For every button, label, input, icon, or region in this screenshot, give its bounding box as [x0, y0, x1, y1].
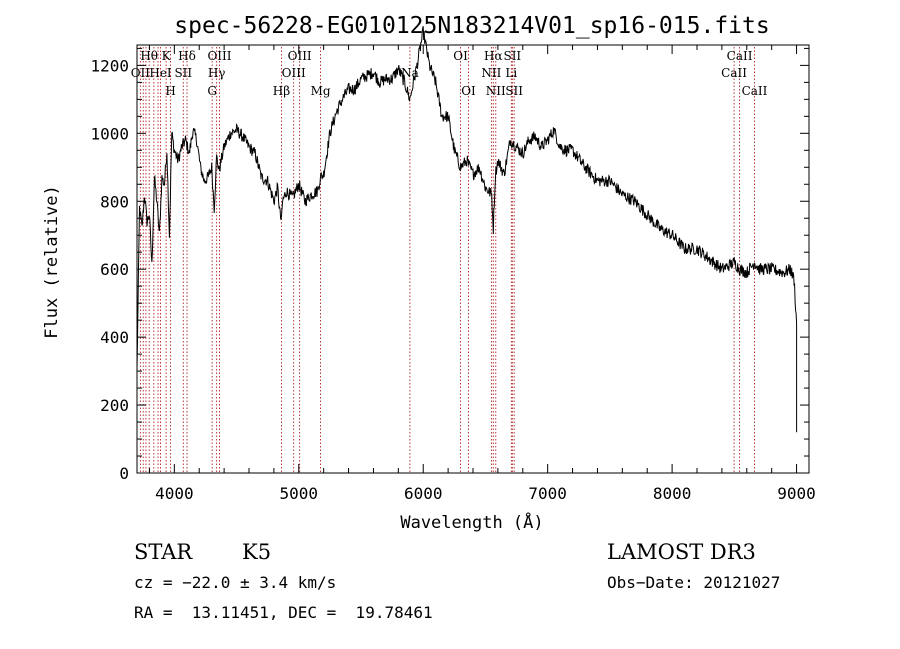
y-tick-label-400: 400: [100, 328, 129, 347]
x-axis-label: Wavelength (Å): [400, 511, 543, 533]
line-label-0: OII: [131, 66, 151, 80]
y-tick-label-600: 600: [100, 260, 129, 279]
line-label-10: Hδ: [178, 49, 196, 63]
redshift-velocity: cz = −22.0 ± 3.4 km/s: [134, 573, 337, 592]
line-label-28: CaII: [727, 49, 753, 63]
x-tick-label-7000: 7000: [528, 484, 567, 503]
x-tick-label-6000: 6000: [404, 484, 443, 503]
line-label-18: Na: [401, 66, 419, 80]
line-label-7: K: [162, 49, 172, 63]
line-label-22: Hα: [484, 49, 503, 63]
line-label-9: SII: [174, 66, 192, 80]
x-tick-label-9000: 9000: [777, 484, 816, 503]
y-tick-label-200: 200: [100, 396, 129, 415]
line-label-29: CaII: [742, 84, 768, 98]
line-label-26: SII: [505, 84, 523, 98]
chart-title: spec-56228-EG010125N183214V01_sp16-015.f…: [174, 13, 769, 39]
line-label-14: Hβ: [273, 84, 290, 98]
line-label-19: OI: [453, 49, 468, 63]
line-label-25: SII: [503, 49, 521, 63]
emission-line-markers: [139, 47, 755, 473]
line-label-15: OIII: [282, 66, 306, 80]
y-axis-label: Flux (relative): [42, 185, 62, 339]
x-tick-label-8000: 8000: [653, 484, 692, 503]
line-label-17: Mg: [311, 84, 331, 98]
x-tick-label-4000: 4000: [155, 484, 194, 503]
line-label-23: NII: [486, 84, 506, 98]
line-label-21: NII: [481, 66, 501, 80]
line-label-11: G: [207, 84, 217, 98]
line-label-8: H: [165, 84, 175, 98]
line-label-24: Li: [505, 66, 517, 80]
object-class: STAR: [134, 540, 193, 564]
ra-dec-coordinates: RA = 13.11451, DEC = 19.78461: [134, 603, 433, 622]
spectrum-line-0: [136, 26, 798, 433]
spectrum-series: [136, 26, 798, 433]
line-labels: OII Hθ HeI K H SII Hδ G Hγ OIII Hβ OIII OIII Mg Na OI OI…: [131, 49, 768, 98]
line-label-6: HeI: [149, 66, 172, 80]
plot-axes: 4000 5000 6000 7000 8000 9000 0 200 400 600 800 100…: [90, 44, 816, 503]
y-tick-label-1000: 1000: [90, 124, 129, 143]
line-label-20: OI: [461, 84, 476, 98]
y-tick-label-800: 800: [100, 192, 129, 211]
y-tick-label-0: 0: [119, 464, 129, 483]
line-label-16: OIII: [288, 49, 312, 63]
y-tick-label-1200: 1200: [90, 56, 129, 75]
line-label-13: OIII: [207, 49, 231, 63]
observation-date: Obs−Date: 20121027: [607, 573, 781, 592]
x-tick-label-5000: 5000: [280, 484, 319, 503]
line-label-12: Hγ: [208, 66, 226, 80]
object-subclass: K5: [242, 540, 272, 564]
line-label-27: CaII: [721, 66, 747, 80]
line-label-3: Hθ: [140, 49, 158, 63]
survey-name: LAMOST DR3: [607, 540, 756, 564]
